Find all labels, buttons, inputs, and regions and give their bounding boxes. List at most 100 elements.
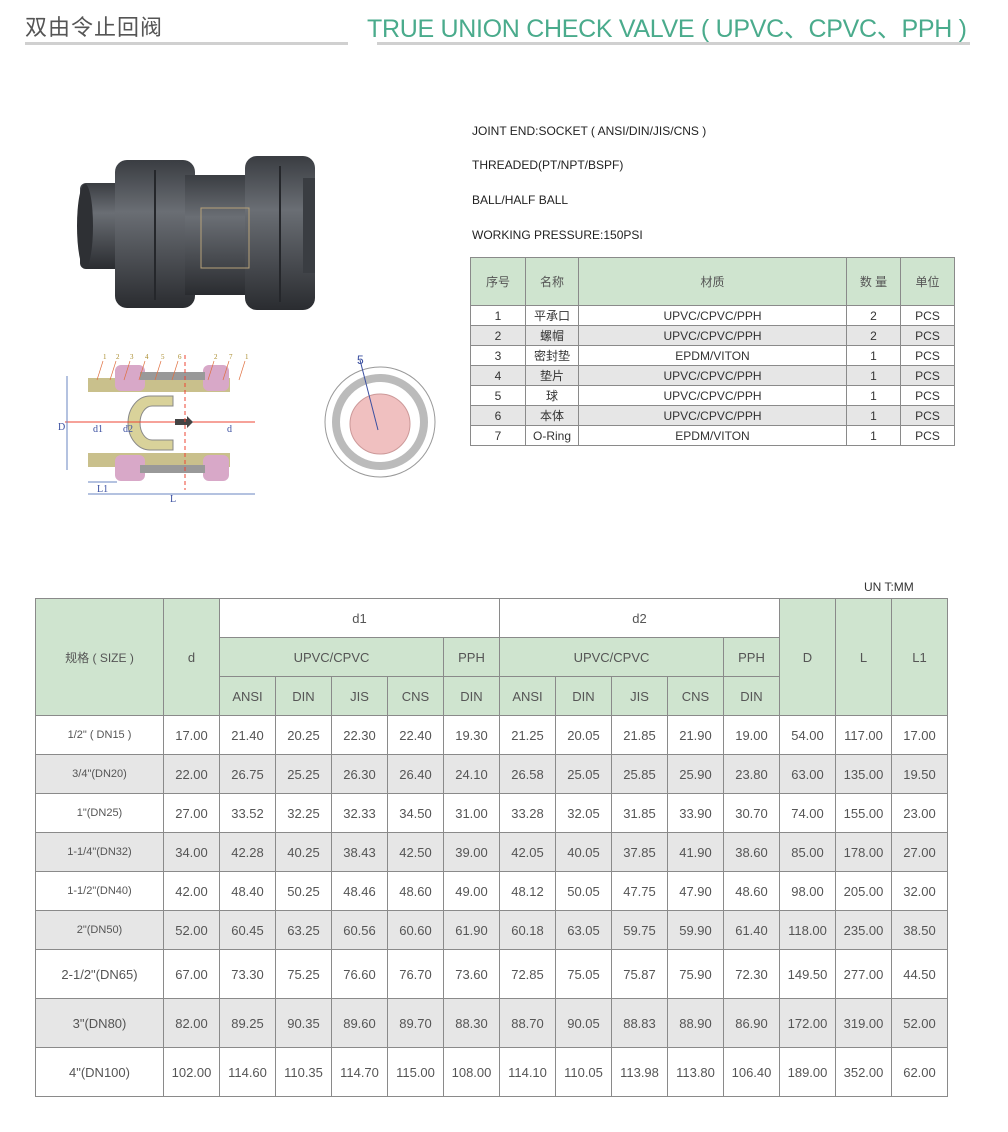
dimension-cell: 85.00: [779, 832, 836, 872]
header-L1: L1: [891, 598, 948, 716]
dimension-cell: 113.80: [667, 1047, 724, 1097]
dimension-cell: 47.90: [667, 871, 724, 911]
dimension-cell: 22.00: [163, 754, 220, 794]
size-cell: 1/2" ( DN15 ): [35, 715, 164, 755]
dimension-cell: 19.30: [443, 715, 500, 755]
parts-cell: 2: [470, 325, 526, 346]
header-d: d: [163, 598, 220, 716]
size-cell: 1-1/2"(DN40): [35, 871, 164, 911]
dimension-cell: 21.90: [667, 715, 724, 755]
page-title-en: TRUE UNION CHECK VALVE ( UPVC、CPVC、PPH ): [367, 15, 967, 43]
header-d1-ansi: ANSI: [219, 676, 276, 716]
dimension-cell: 115.00: [387, 1047, 444, 1097]
parts-cell: UPVC/CPVC/PPH: [578, 405, 847, 426]
dimension-cell: 25.05: [555, 754, 612, 794]
valve-photo: [77, 156, 315, 310]
dimension-row: 1-1/2"(DN40) 42.00 48.40 50.25 48.46 48.60 49.…: [35, 871, 948, 911]
dimension-table: 规格 ( SIZE ) d d1 d2 D L L1 UPVC/CPVC PPH…: [35, 598, 948, 1097]
header-d1-pph-din: DIN: [443, 676, 500, 716]
section-callout: 5: [357, 353, 364, 367]
header-d1-jis: JIS: [331, 676, 388, 716]
header-d1-din: DIN: [275, 676, 332, 716]
dimension-cell: 52.00: [891, 998, 948, 1048]
callout-leader: [109, 360, 117, 381]
dimension-cell: 86.90: [723, 998, 780, 1048]
dimension-cell: 117.00: [835, 715, 892, 755]
dimension-cell: 178.00: [835, 832, 892, 872]
dimension-cell: 25.90: [667, 754, 724, 794]
dimension-cell: 17.00: [163, 715, 220, 755]
callout-leader: [96, 360, 104, 381]
dimension-cell: 33.90: [667, 793, 724, 833]
dimension-row: 2"(DN50) 52.00 60.45 63.25 60.56 60.60 61.90 60…: [35, 910, 948, 950]
dimension-cell: 42.00: [163, 871, 220, 911]
part-callout: 6: [178, 353, 182, 361]
parts-cell: 4: [470, 365, 526, 386]
header-d2-upvc: UPVC/CPVC: [499, 637, 724, 677]
parts-cell: EPDM/VITON: [578, 425, 847, 446]
dimension-cell: 89.25: [219, 998, 276, 1048]
dimension-row: 1/2" ( DN15 ) 17.00 21.40 20.25 22.30 22.40 19…: [35, 715, 948, 755]
dimension-cell: 98.00: [779, 871, 836, 911]
dimension-cell: 30.70: [723, 793, 780, 833]
dimension-cell: 155.00: [835, 793, 892, 833]
dimension-cell: 102.00: [163, 1047, 220, 1097]
parts-cell: PCS: [900, 305, 955, 326]
parts-cell: EPDM/VITON: [578, 345, 847, 366]
header-size: 规格 ( SIZE ): [35, 598, 164, 716]
dim-L: L: [170, 494, 176, 505]
size-cell: 3"(DN80): [35, 998, 164, 1048]
dimension-cell: 23.00: [891, 793, 948, 833]
size-cell: 1-1/4"(DN32): [35, 832, 164, 872]
parts-cell: 螺帽: [525, 325, 579, 346]
dimension-row: 3/4"(DN20) 22.00 26.75 25.25 26.30 26.40 24.10…: [35, 754, 948, 794]
spec-ball: BALL/HALF BALL: [472, 193, 569, 207]
dimension-cell: 88.70: [499, 998, 556, 1048]
spec-joint-end: JOINT END:SOCKET ( ANSI/DIN/JIS/CNS ): [472, 124, 707, 138]
dimension-cell: 25.25: [275, 754, 332, 794]
dimension-cell: 63.05: [555, 910, 612, 950]
dimension-cell: 41.90: [667, 832, 724, 872]
dimension-cell: 319.00: [835, 998, 892, 1048]
part-callout: 7: [229, 353, 233, 361]
dimension-cell: 49.00: [443, 871, 500, 911]
dimension-cell: 31.85: [611, 793, 668, 833]
header-d1-cns: CNS: [387, 676, 444, 716]
dimension-cell: 60.60: [387, 910, 444, 950]
part-callout: 1: [103, 353, 107, 361]
parts-cell: 垫片: [525, 365, 579, 386]
dimension-cell: 72.85: [499, 949, 556, 999]
dimension-cell: 135.00: [835, 754, 892, 794]
dimension-cell: 19.00: [723, 715, 780, 755]
dimension-cell: 24.10: [443, 754, 500, 794]
dimension-cell: 90.05: [555, 998, 612, 1048]
parts-cell: PCS: [900, 325, 955, 346]
dimension-cell: 34.00: [163, 832, 220, 872]
dimension-cell: 113.98: [611, 1047, 668, 1097]
parts-row: 6 本体 UPVC/CPVC/PPH 1 PCS: [470, 405, 955, 426]
size-cell: 3/4"(DN20): [35, 754, 164, 794]
dimension-cell: 76.60: [331, 949, 388, 999]
dimension-cell: 59.75: [611, 910, 668, 950]
dimension-cell: 52.00: [163, 910, 220, 950]
dimension-cell: 205.00: [835, 871, 892, 911]
dimension-row: 1-1/4"(DN32) 34.00 42.28 40.25 38.43 42.50 39.…: [35, 832, 948, 872]
parts-cell: 6: [470, 405, 526, 426]
header-d1-upvc: UPVC/CPVC: [219, 637, 444, 677]
header-d2-ansi: ANSI: [499, 676, 556, 716]
dimension-cell: 352.00: [835, 1047, 892, 1097]
dimension-cell: 61.90: [443, 910, 500, 950]
callout-leader: [138, 360, 146, 381]
dim-d2: d2: [123, 424, 133, 435]
parts-row: 7 O-Ring EPDM/VITON 1 PCS: [470, 425, 955, 446]
parts-cell: UPVC/CPVC/PPH: [578, 305, 847, 326]
dimension-cell: 50.25: [275, 871, 332, 911]
callout-leader: [238, 360, 246, 381]
dimension-cell: 31.00: [443, 793, 500, 833]
parts-cell: 3: [470, 345, 526, 366]
dimension-cell: 172.00: [779, 998, 836, 1048]
callout-leader: [171, 360, 179, 381]
dimension-cell: 108.00: [443, 1047, 500, 1097]
header-d2-pph: PPH: [723, 637, 780, 677]
dimension-cell: 62.00: [891, 1047, 948, 1097]
